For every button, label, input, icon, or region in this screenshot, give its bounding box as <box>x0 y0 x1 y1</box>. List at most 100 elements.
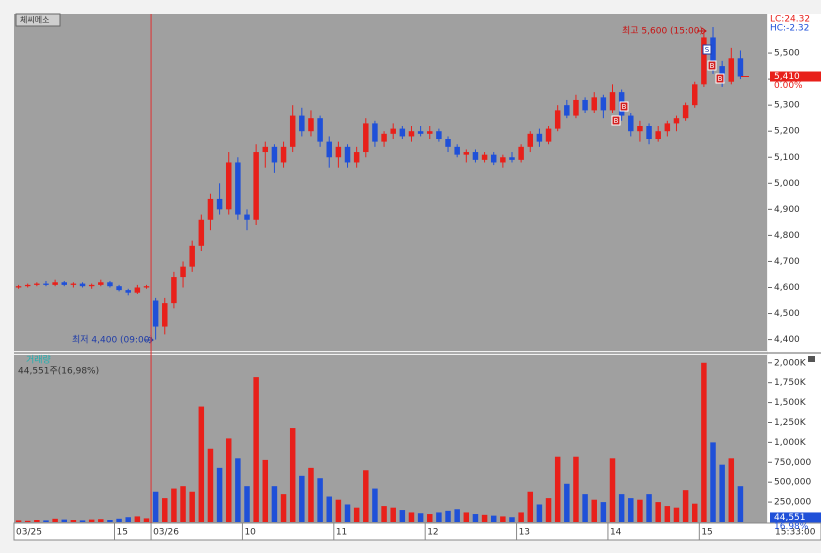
volume-bar <box>344 504 351 522</box>
volume-bar <box>536 504 543 522</box>
candle-body <box>673 118 680 124</box>
candle-body <box>216 198 223 210</box>
volume-bar <box>253 377 259 522</box>
time-axis <box>13 522 821 541</box>
candle-body <box>737 58 744 77</box>
panel-button[interactable] <box>808 356 815 362</box>
signal-label: B <box>622 103 627 111</box>
volume-bar <box>244 486 250 522</box>
volume-bar <box>152 491 159 522</box>
volume-bar <box>609 458 616 522</box>
volume-bar <box>171 488 177 522</box>
signal-box <box>715 73 725 84</box>
candle-body <box>591 97 597 111</box>
candle-body <box>335 146 342 158</box>
candle-body <box>445 139 451 147</box>
candle-body <box>564 105 570 116</box>
y-tick-label: 750,000 <box>774 458 811 468</box>
y-tick-label: 1,000K <box>774 438 807 448</box>
volume-bar <box>454 509 460 522</box>
volume-bar <box>728 458 735 522</box>
signal-label: B <box>614 117 619 125</box>
candle-body <box>61 282 67 285</box>
volume-bar <box>518 512 524 522</box>
volume-title: 거래량 <box>26 354 51 366</box>
candle-body <box>381 133 387 142</box>
volume-bar <box>107 520 113 522</box>
volume-bar <box>15 520 22 522</box>
y-tick-label: 1,500K <box>774 398 807 408</box>
candle-body <box>198 219 205 246</box>
high-annotation: 최고 5,600 (15:00) <box>622 26 703 37</box>
volume-bar <box>34 520 40 522</box>
candle-body <box>582 99 588 111</box>
candle-body <box>52 282 58 285</box>
x-tick-label: 11 <box>336 528 347 538</box>
candle-body <box>207 198 214 220</box>
candle-body <box>664 123 671 132</box>
candle-body <box>70 283 77 285</box>
x-tick-label: 13 <box>519 528 530 538</box>
volume-bar <box>527 491 534 522</box>
candle-body <box>363 123 369 153</box>
volume-bar <box>436 512 442 522</box>
candle-body <box>573 99 579 116</box>
candle-body <box>518 146 524 160</box>
candle-body <box>399 128 406 137</box>
candle-body <box>271 146 278 163</box>
candle-body <box>189 245 195 267</box>
volume-bar <box>692 503 698 522</box>
signal-box <box>619 101 629 112</box>
volume-bar <box>353 507 360 522</box>
price-panel <box>14 14 767 351</box>
signal-label: B <box>710 62 715 70</box>
candle-body <box>472 152 479 160</box>
volume-bar <box>289 428 296 522</box>
y-tick-label: 5,200 <box>774 127 800 137</box>
volume-bar <box>490 515 497 522</box>
candle-body <box>107 282 113 287</box>
candle-body <box>454 146 460 155</box>
volume-bar <box>134 516 141 522</box>
candle-body <box>24 284 31 287</box>
volume-bar <box>43 520 49 522</box>
volume-bar <box>162 498 168 522</box>
candle-body <box>427 131 433 134</box>
volume-bar <box>262 459 269 522</box>
y-tick-label: 5,300 <box>774 101 800 111</box>
candle-body <box>372 123 378 142</box>
candle-body <box>143 286 150 288</box>
last-price-tag <box>770 71 821 82</box>
last-volume-tag <box>770 512 821 523</box>
volume-bar <box>628 498 634 522</box>
volume-bar <box>554 456 561 522</box>
volume-bar <box>664 506 671 522</box>
candle-body <box>646 126 652 140</box>
volume-bar <box>509 517 515 522</box>
candle-body <box>344 146 351 163</box>
candle-body <box>244 214 250 220</box>
candle-body <box>125 290 131 293</box>
volume-bar <box>61 519 67 522</box>
volume-bar <box>308 467 314 522</box>
volume-bar <box>719 464 725 522</box>
y-tick-label: 4,400 <box>774 335 800 345</box>
volume-bar <box>363 470 369 522</box>
x-tick-label: 10 <box>244 528 256 538</box>
x-tick-label: 14 <box>610 528 622 538</box>
volume-bar <box>271 486 278 522</box>
volume-bar <box>225 438 232 522</box>
candle-body <box>152 300 159 327</box>
y-tick-label: 4,700 <box>774 257 800 267</box>
signal-label: S <box>705 46 710 54</box>
y-tick-label: 1,750K <box>774 378 807 388</box>
candle-body <box>299 115 305 132</box>
x-tick-label: 15 <box>117 528 128 538</box>
candle-body <box>600 97 607 111</box>
hc-label: HC:-2.32 <box>770 24 809 34</box>
volume-bar <box>280 494 287 522</box>
volume-bar <box>116 518 122 522</box>
y-tick-label: 4,800 <box>774 231 800 241</box>
candle-body <box>353 152 360 163</box>
time-label: 15:33:00 <box>775 528 816 538</box>
